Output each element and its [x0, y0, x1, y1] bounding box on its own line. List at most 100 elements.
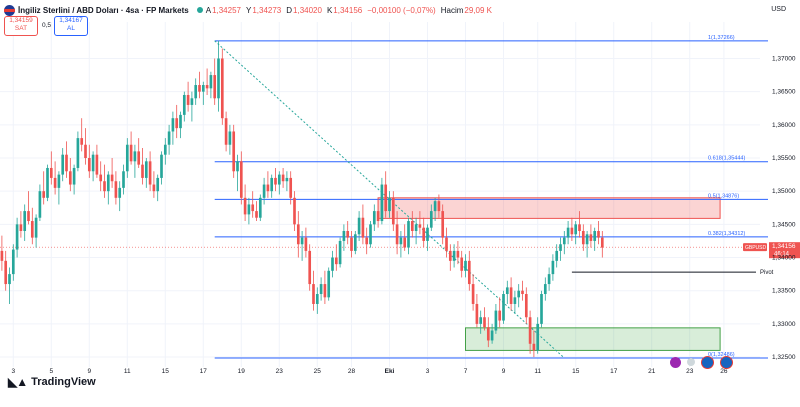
candle[interactable] — [304, 237, 308, 251]
candle[interactable] — [27, 211, 30, 222]
candle[interactable] — [372, 211, 376, 225]
usd-flag-icon[interactable] — [720, 355, 733, 369]
candle[interactable] — [156, 177, 160, 192]
currency-label[interactable]: USD — [771, 6, 786, 13]
sell-button[interactable]: 1,34159 SAT — [4, 16, 38, 36]
candle[interactable] — [213, 75, 217, 99]
candle[interactable] — [266, 184, 270, 192]
candle[interactable] — [65, 154, 68, 172]
candle[interactable] — [224, 118, 228, 145]
candle[interactable] — [414, 224, 418, 231]
candle[interactable] — [566, 227, 570, 238]
candle[interactable] — [460, 257, 464, 271]
candle[interactable] — [407, 221, 410, 248]
candle[interactable] — [475, 303, 479, 324]
buy-button[interactable]: 1,34167 AL — [54, 16, 88, 36]
candle[interactable] — [429, 211, 433, 228]
candle[interactable] — [357, 217, 361, 235]
candle[interactable] — [262, 184, 266, 198]
candle[interactable] — [521, 290, 524, 295]
candle[interactable] — [144, 161, 148, 178]
candle[interactable] — [53, 177, 57, 188]
candle[interactable] — [110, 174, 114, 182]
candle[interactable] — [300, 237, 304, 245]
candle[interactable] — [376, 211, 380, 222]
candle[interactable] — [365, 237, 369, 245]
candle[interactable] — [346, 230, 350, 238]
candle[interactable] — [4, 260, 8, 285]
candle[interactable] — [338, 240, 342, 265]
candle[interactable] — [361, 217, 365, 238]
candle[interactable] — [581, 230, 585, 245]
candle[interactable] — [87, 158, 91, 172]
candle[interactable] — [201, 85, 205, 92]
candle[interactable] — [380, 184, 384, 222]
candle[interactable] — [171, 118, 175, 132]
candle[interactable] — [46, 167, 49, 198]
candle[interactable] — [217, 58, 220, 99]
candle[interactable] — [258, 197, 262, 218]
candle[interactable] — [479, 317, 483, 324]
candle[interactable] — [30, 221, 34, 238]
candle[interactable] — [574, 224, 578, 235]
candle[interactable] — [125, 144, 129, 172]
candle[interactable] — [84, 144, 87, 159]
candle[interactable] — [437, 201, 441, 212]
candle[interactable] — [148, 161, 152, 185]
candle[interactable] — [471, 284, 475, 304]
candle[interactable] — [167, 131, 171, 145]
candle[interactable] — [384, 184, 388, 212]
candle[interactable] — [600, 237, 604, 248]
candle[interactable] — [182, 94, 186, 115]
candle[interactable] — [274, 177, 277, 185]
candle[interactable] — [49, 167, 53, 178]
candle[interactable] — [395, 224, 399, 245]
candle[interactable] — [578, 224, 581, 231]
candle[interactable] — [426, 227, 429, 241]
candle[interactable] — [186, 94, 190, 105]
candle[interactable] — [228, 131, 232, 145]
candle[interactable] — [103, 181, 106, 192]
candle[interactable] — [198, 85, 201, 92]
candle[interactable] — [179, 114, 182, 129]
candle[interactable] — [418, 224, 422, 228]
symbol-badge[interactable] — [743, 243, 767, 252]
resistance-zone[interactable] — [377, 197, 721, 219]
candle[interactable] — [141, 164, 144, 178]
candle[interactable] — [441, 211, 445, 238]
tradingview-logo[interactable]: ◣▲ TradingView — [8, 375, 96, 389]
candle[interactable] — [490, 330, 494, 341]
candle[interactable] — [323, 284, 327, 298]
candle[interactable] — [19, 224, 23, 231]
candle[interactable] — [57, 174, 61, 188]
candle[interactable] — [369, 224, 372, 245]
symbol-header[interactable]: İngiliz Sterlini / ABD Doları · 4sa · FP… — [4, 2, 497, 18]
candle[interactable] — [547, 274, 551, 285]
candle[interactable] — [163, 144, 167, 155]
candle[interactable] — [137, 151, 141, 165]
candle[interactable] — [61, 154, 65, 175]
candle[interactable] — [270, 177, 274, 192]
candle[interactable] — [445, 237, 448, 251]
candle[interactable] — [0, 250, 4, 261]
candle[interactable] — [331, 257, 334, 271]
candle[interactable] — [133, 151, 137, 162]
candle[interactable] — [236, 161, 239, 172]
candle[interactable] — [543, 284, 547, 295]
candle[interactable] — [342, 230, 346, 241]
candle[interactable] — [593, 230, 597, 241]
candle[interactable] — [403, 237, 407, 248]
candle[interactable] — [505, 287, 509, 295]
candle[interactable] — [99, 174, 103, 182]
support-zone[interactable] — [465, 327, 721, 351]
candle[interactable] — [559, 244, 562, 251]
candle[interactable] — [114, 181, 118, 198]
candle[interactable] — [160, 154, 163, 178]
candle[interactable] — [597, 230, 600, 238]
candle[interactable] — [513, 297, 517, 304]
candle[interactable] — [68, 171, 72, 185]
candle[interactable] — [296, 224, 300, 245]
candle[interactable] — [555, 250, 559, 261]
candle[interactable] — [11, 249, 15, 275]
candle[interactable] — [350, 237, 353, 251]
